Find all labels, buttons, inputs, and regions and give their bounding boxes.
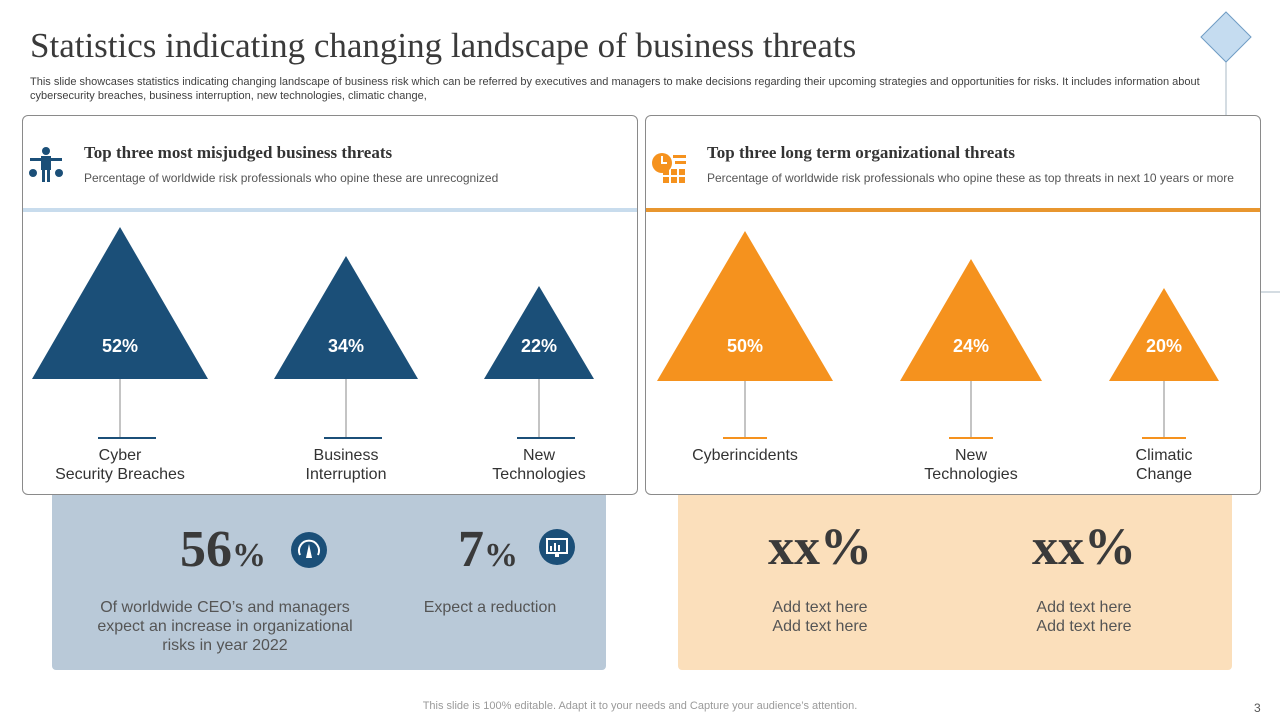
triangle-cyberincidents <box>657 231 833 381</box>
divider <box>646 208 1260 212</box>
triangle-business-interruption <box>274 256 418 379</box>
orange-stats-box <box>678 480 1232 670</box>
triangle-new-technologies <box>484 286 594 379</box>
value-label: 34% <box>327 336 365 356</box>
category-label: New Technologies <box>924 447 1018 483</box>
chart-monitor-icon <box>539 529 575 565</box>
category-label: Climatic Change <box>1135 447 1193 483</box>
gauge-icon <box>291 532 327 568</box>
footer-note: This slide is 100% editable. Adapt it to… <box>422 700 858 712</box>
divider <box>23 208 637 212</box>
stat-reduction-text: Expect a reduction <box>423 599 557 616</box>
long-term-threats-panel: Top three long term organizational threa… <box>645 115 1261 495</box>
placeholder-text: Add text here Add text here <box>772 599 868 635</box>
stat-reduction: 7% <box>458 521 518 578</box>
triangle-chart <box>657 231 1219 439</box>
stat-increase-text: Of worldwide CEO’s and managers expect a… <box>97 599 353 654</box>
category-label: New Technologies <box>492 447 586 483</box>
triangle-new-technologies <box>900 259 1042 381</box>
value-label: 20% <box>1145 336 1183 356</box>
triangle-cyber-security <box>32 227 208 379</box>
category-label: Cyber Security Breaches <box>55 447 185 483</box>
value-label: 24% <box>952 336 990 356</box>
clock-calendar-icon <box>652 153 686 183</box>
value-label: 22% <box>520 336 558 356</box>
blue-stats-box <box>52 480 606 670</box>
misjudged-threats-panel: Top three most misjudged business threat… <box>22 115 638 495</box>
placeholder-stat: xx% <box>1032 519 1136 576</box>
category-label: Cyberincidents <box>692 447 798 464</box>
triangle-chart <box>32 227 594 439</box>
placeholder-text: Add text here Add text here <box>1036 599 1132 635</box>
panel-subtitle: Percentage of worldwide risk professiona… <box>84 171 499 185</box>
category-label: Business Interruption <box>305 447 387 483</box>
value-label: 52% <box>101 336 139 356</box>
page-number: 3 <box>1254 701 1261 715</box>
page-title: Statistics indicating changing landscape… <box>30 26 857 65</box>
panel-title: Top three most misjudged business threat… <box>84 143 393 162</box>
triangle-climatic-change <box>1109 288 1219 381</box>
panel-subtitle: Percentage of worldwide risk professiona… <box>707 171 1234 185</box>
value-label: 50% <box>726 336 764 356</box>
balance-person-icon <box>29 147 63 182</box>
panel-title: Top three long term organizational threa… <box>707 143 1016 162</box>
placeholder-stat: xx% <box>768 519 872 576</box>
page-description: This slide showcases statistics indicati… <box>30 76 1200 102</box>
stat-increase: 56% <box>180 521 266 578</box>
